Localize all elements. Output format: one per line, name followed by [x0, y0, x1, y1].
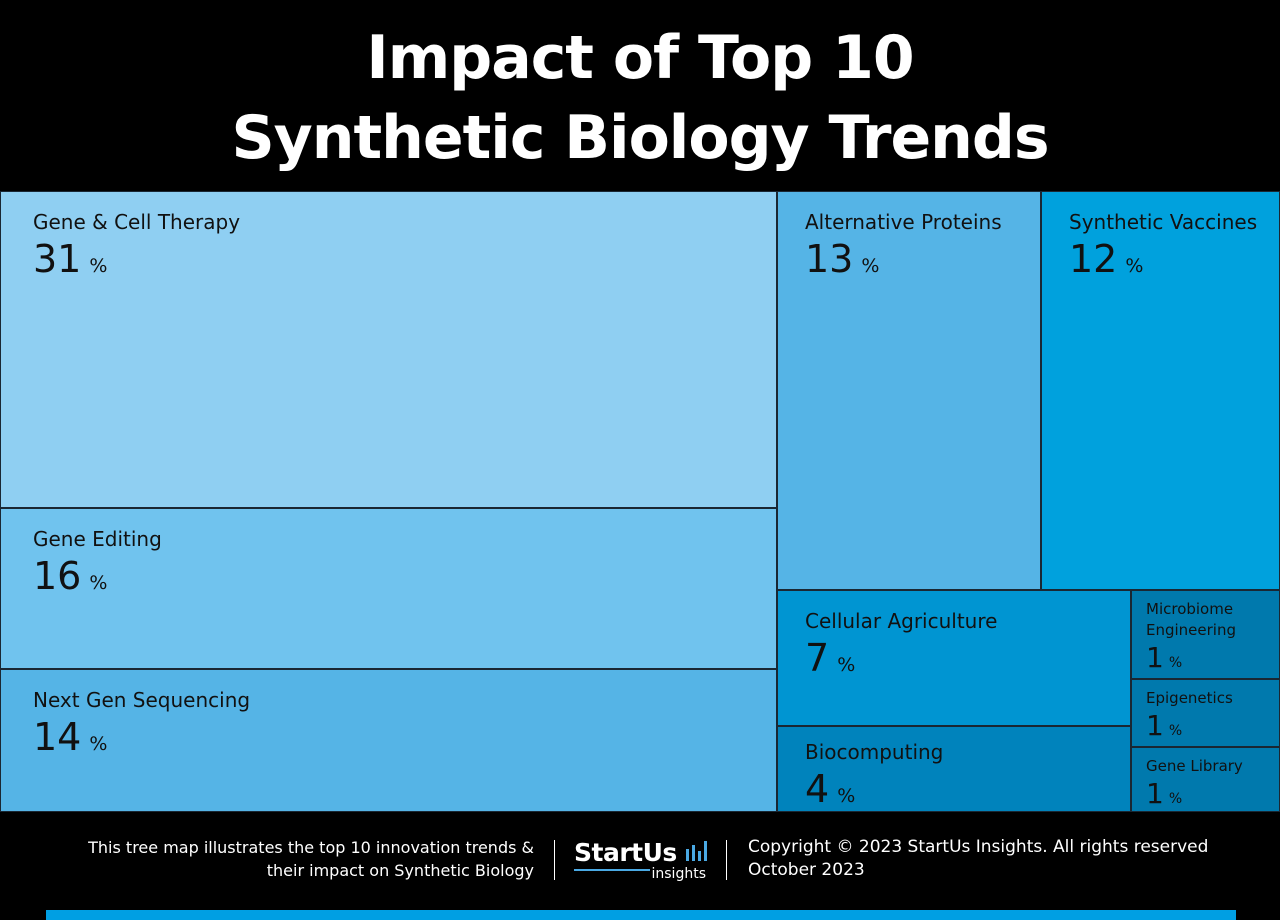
- treemap-tile: Gene Library 1%: [1131, 747, 1280, 812]
- footer-description-line-1: This tree map illustrates the top 10 inn…: [88, 838, 534, 857]
- treemap-tile: Microbiome Engineering 1%: [1131, 590, 1280, 679]
- tile-value-unit: %: [89, 733, 108, 755]
- tile-label: Gene Editing: [33, 527, 162, 551]
- tile-label-line: Microbiome: [1146, 600, 1234, 618]
- footer-description-line-2: their impact on Synthetic Biology: [266, 861, 534, 880]
- tile-label-line: Engineering: [1146, 621, 1236, 639]
- chart-title-line-2: Synthetic Biology Trends: [231, 103, 1049, 173]
- footer-divider-right: [726, 840, 727, 880]
- tile-value: 16%: [33, 554, 107, 598]
- logo-underline: [574, 869, 650, 871]
- bottom-accent-bar: [46, 910, 1236, 920]
- treemap-tile: Gene & Cell Therapy 31%: [0, 191, 777, 508]
- tile-label: Microbiome Engineering: [1146, 599, 1236, 641]
- tile-label: Cellular Agriculture: [805, 609, 998, 633]
- tile-value-unit: %: [1125, 255, 1144, 277]
- logo-wordmark: StartUs: [574, 838, 677, 867]
- tile-value: 7%: [805, 636, 855, 680]
- copyright-text: Copyright © 2023 StartUs Insights. All r…: [748, 837, 1209, 857]
- tile-value: 31%: [33, 237, 107, 281]
- chart-title-line-1: Impact of Top 10: [366, 23, 914, 93]
- tile-value-number: 4: [805, 767, 830, 811]
- tile-value-number: 1: [1146, 709, 1164, 742]
- tile-value-unit: %: [1168, 655, 1183, 671]
- treemap-tile: Alternative Proteins 13%: [777, 191, 1041, 590]
- startus-insights-logo: StartUs insights: [574, 838, 708, 884]
- tile-label: Gene Library: [1146, 757, 1243, 775]
- bar-chart-icon: [686, 841, 707, 861]
- tile-value-number: 12: [1069, 237, 1118, 281]
- tile-value-number: 16: [33, 554, 82, 598]
- tile-value-unit: %: [1168, 723, 1183, 739]
- tile-value: 4%: [805, 767, 855, 811]
- treemap-tile: Next Gen Sequencing 14%: [0, 669, 777, 812]
- tile-label: Synthetic Vaccines: [1069, 210, 1258, 234]
- publication-date: October 2023: [748, 860, 865, 880]
- treemap-tile: Biocomputing 4%: [777, 726, 1131, 812]
- tile-value-unit: %: [837, 785, 856, 807]
- tile-label: Biocomputing: [805, 740, 944, 764]
- tile-value-number: 7: [805, 636, 830, 680]
- tile-value-unit: %: [89, 255, 108, 277]
- chart-title: Impact of Top 10 Synthetic Biology Trend…: [0, 18, 1280, 178]
- treemap-tile: Gene Editing 16%: [0, 508, 777, 669]
- tile-value-unit: %: [1168, 791, 1183, 807]
- tile-value: 1%: [1146, 642, 1182, 674]
- treemap-tile: Synthetic Vaccines 12%: [1041, 191, 1280, 590]
- footer-divider-left: [554, 840, 555, 880]
- tile-label: Alternative Proteins: [805, 210, 1002, 234]
- tile-value: 12%: [1069, 237, 1143, 281]
- tile-value-unit: %: [89, 572, 108, 594]
- treemap: Gene & Cell Therapy 31% Gene Editing 16% Nex…: [0, 191, 1280, 812]
- treemap-tile: Epigenetics 1%: [1131, 679, 1280, 747]
- tile-value-number: 1: [1146, 641, 1164, 674]
- logo-subtext: insights: [651, 866, 707, 882]
- footer-copyright: Copyright © 2023 StartUs Insights. All r…: [748, 836, 1268, 882]
- tile-value: 1%: [1146, 778, 1182, 810]
- footer: This tree map illustrates the top 10 inn…: [0, 812, 1280, 910]
- tile-value-number: 14: [33, 715, 82, 759]
- tile-value-unit: %: [861, 255, 880, 277]
- tile-value: 13%: [805, 237, 879, 281]
- tile-value-number: 1: [1146, 777, 1164, 810]
- footer-description: This tree map illustrates the top 10 inn…: [14, 836, 534, 882]
- tile-value: 14%: [33, 715, 107, 759]
- tile-value-unit: %: [837, 654, 856, 676]
- tile-value: 1%: [1146, 710, 1182, 742]
- tile-label: Next Gen Sequencing: [33, 688, 251, 712]
- tile-value-number: 13: [805, 237, 854, 281]
- treemap-tile: Cellular Agriculture 7%: [777, 590, 1131, 726]
- tile-label: Epigenetics: [1146, 689, 1233, 707]
- tile-label: Gene & Cell Therapy: [33, 210, 241, 234]
- tile-value-number: 31: [33, 237, 82, 281]
